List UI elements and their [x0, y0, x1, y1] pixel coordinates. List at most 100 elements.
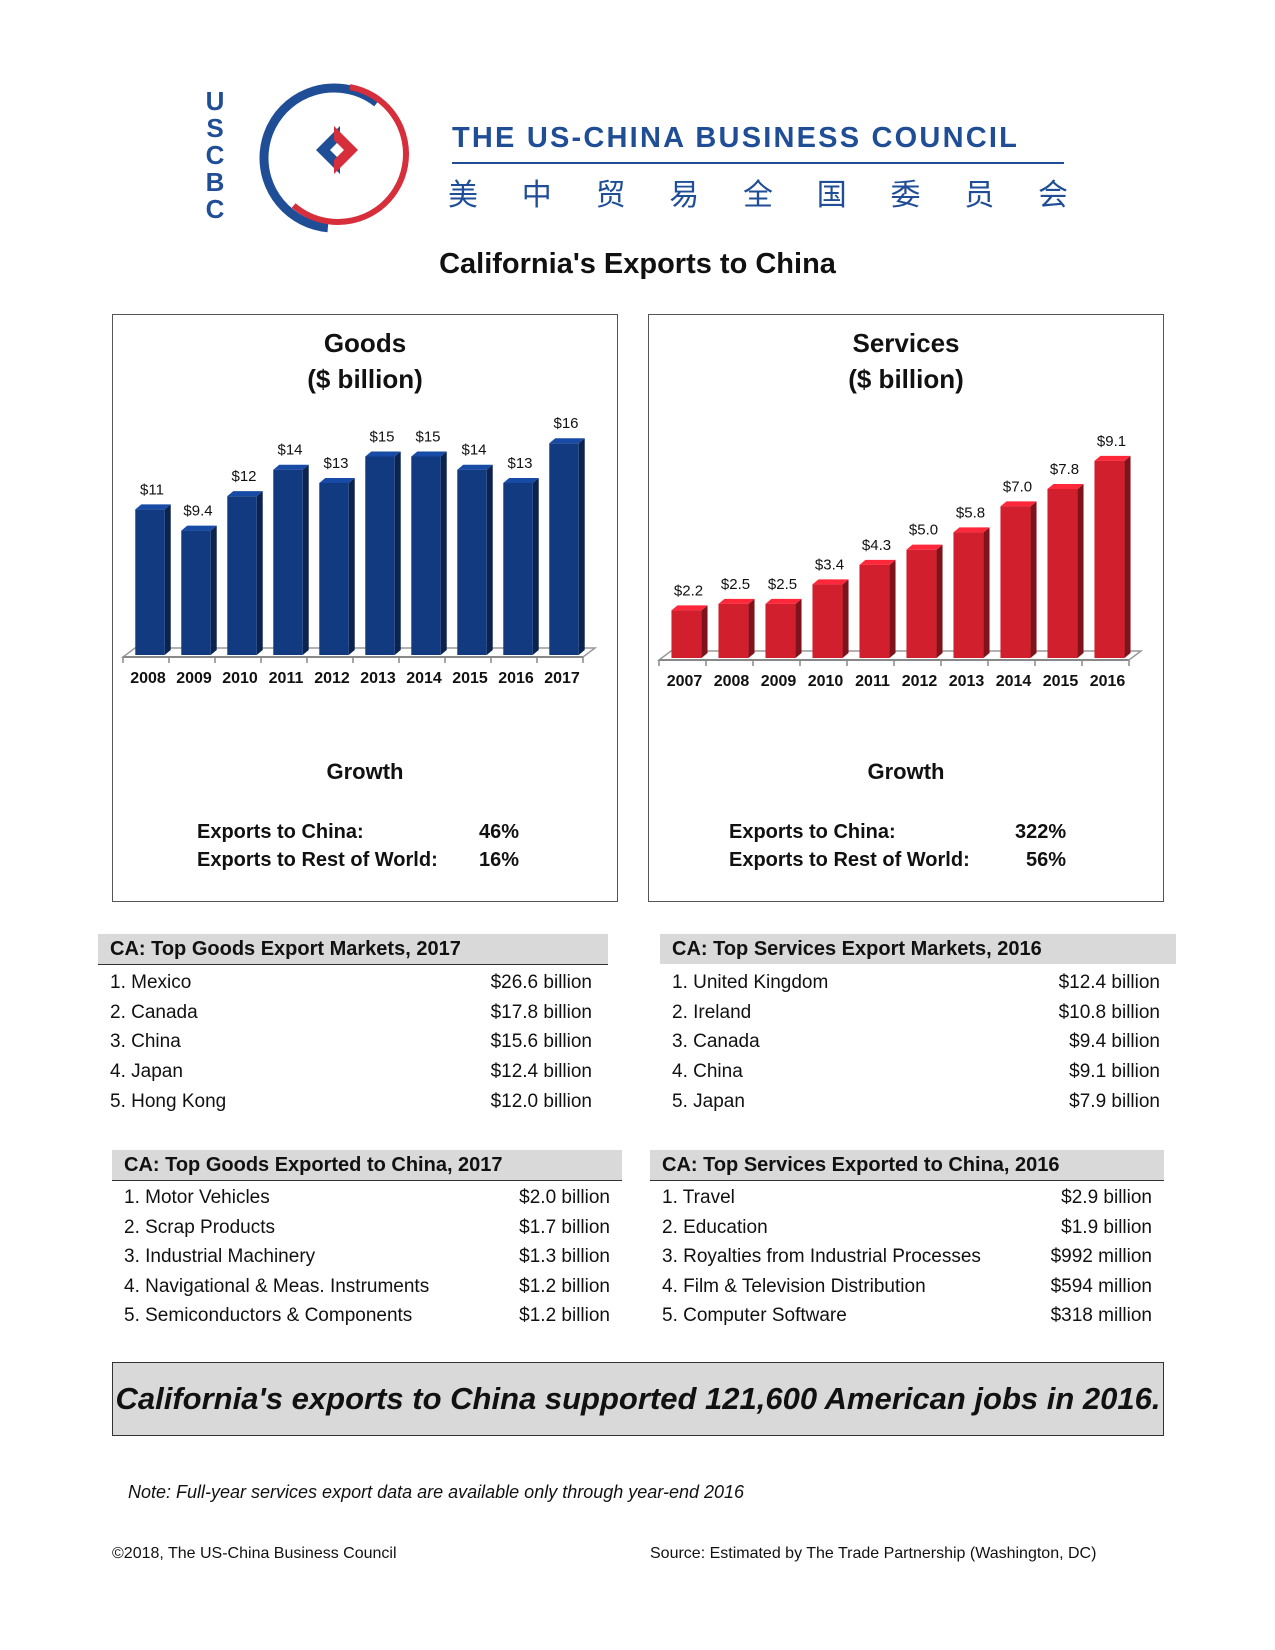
services-growth-heading: Growth [867, 759, 945, 784]
chart-bar [365, 451, 401, 655]
x-tick-label: 2016 [498, 670, 534, 687]
data-label: $2.5 [768, 576, 797, 593]
data-label: $7.8 [1050, 461, 1079, 478]
chart-bar [273, 464, 309, 655]
row-name: 4. Film & Television Distribution [662, 1276, 926, 1297]
table-heading: CA: Top Goods Exported to China, 2017 [112, 1150, 622, 1181]
row-value: $2.0 billion [519, 1187, 610, 1208]
data-label: $7.0 [1003, 478, 1032, 495]
services-growth-world: Exports to Rest of World: 56% [729, 849, 1066, 872]
uscbc-logo-emblem [259, 83, 409, 233]
row-value: $1.2 billion [519, 1276, 610, 1297]
jobs-banner: California's exports to China supported … [112, 1362, 1164, 1436]
row-value: $17.8 billion [490, 1002, 592, 1023]
row-name: 3. Royalties from Industrial Processes [662, 1246, 981, 1267]
row-name: 3. China [110, 1031, 181, 1052]
goods-subtitle: ($ billion) [307, 364, 423, 394]
row-name: 2. Canada [110, 1002, 198, 1023]
row-name: 3. Canada [672, 1031, 760, 1052]
chart-bar [319, 477, 355, 655]
data-label: $9.4 [183, 503, 212, 520]
copyright: ©2018, The US-China Business Council [112, 1545, 397, 1562]
services-title: Services [852, 328, 960, 358]
row-value: $1.3 billion [519, 1246, 610, 1267]
services-subtitle: ($ billion) [848, 364, 964, 394]
x-tick-label: 2008 [130, 670, 166, 687]
services-markets-table: CA: Top Services Export Markets, 2016 1.… [660, 934, 1176, 1114]
chart-bar [503, 477, 539, 655]
x-tick-label: 2014 [406, 670, 442, 687]
services-bar-chart: $2.2 2007 $2.5 2008 $2.5 2009 $3.4 2010 $4.3 2011… [656, 433, 1144, 690]
data-label: $15 [369, 428, 394, 445]
row-value: $1.2 billion [519, 1305, 610, 1326]
goods-markets-table: CA: Top Goods Export Markets, 2017 1. Me… [98, 934, 608, 1114]
data-label: $16 [553, 415, 578, 432]
row-name: 5. Semiconductors & Components [124, 1305, 413, 1326]
x-tick-label: 2009 [761, 673, 797, 690]
x-tick-label: 2008 [714, 673, 750, 690]
cn-char: 全 [743, 178, 773, 213]
row-name: 4. China [672, 1061, 743, 1082]
data-label: $5.0 [909, 522, 938, 539]
logo-letter: U [205, 86, 225, 116]
org-name-chinese: 美 中 贸 易 全 国 委 员 会 [448, 170, 1068, 214]
goods-growth-china: Exports to China: 46% [197, 821, 519, 844]
services-panel: Services ($ billion) $2.2 2007 $2.5 2008 $2.… [648, 314, 1164, 902]
goods-growth-heading: Growth [326, 759, 404, 784]
row-name: 1. Travel [662, 1187, 735, 1208]
growth-value: 16% [479, 849, 520, 871]
growth-value: 56% [1026, 849, 1067, 871]
data-label: $14 [277, 442, 302, 459]
chart-bar [765, 598, 802, 658]
table-heading: CA: Top Goods Export Markets, 2017 [98, 934, 608, 965]
data-label: $13 [507, 455, 532, 472]
row-name: 2. Scrap Products [124, 1217, 276, 1238]
x-tick-label: 2010 [808, 673, 844, 690]
row-value: $318 million [1050, 1305, 1152, 1326]
goods-exported-table: CA: Top Goods Exported to China, 2017 1.… [112, 1150, 622, 1330]
x-tick-label: 2016 [1090, 673, 1126, 690]
row-name: 3. Industrial Machinery [124, 1246, 316, 1267]
data-label: $12 [231, 468, 256, 485]
row-name: 5. Computer Software [662, 1305, 847, 1326]
chart-bar [1047, 484, 1084, 658]
row-name: 1. Motor Vehicles [124, 1187, 270, 1208]
x-tick-label: 2015 [452, 670, 488, 687]
chart-bar [135, 504, 171, 655]
chart-bar [859, 559, 896, 658]
data-label: $2.5 [721, 576, 750, 593]
growth-value: 322% [1015, 821, 1067, 843]
x-tick-label: 2009 [176, 670, 212, 687]
row-value: $1.7 billion [519, 1217, 610, 1238]
row-name: 1. Mexico [110, 972, 192, 993]
data-label: $14 [461, 442, 486, 459]
row-name: 5. Hong Kong [110, 1091, 227, 1112]
cn-char: 会 [1038, 178, 1068, 213]
x-tick-label: 2012 [902, 673, 938, 690]
cn-char: 委 [890, 178, 921, 213]
data-label: $11 [140, 481, 164, 498]
services-growth-china: Exports to China: 322% [729, 821, 1066, 844]
data-label: $2.2 [674, 582, 703, 599]
row-name: 1. United Kingdom [672, 972, 829, 993]
chart-bar [718, 598, 755, 658]
row-value: $15.6 billion [490, 1031, 592, 1052]
x-tick-label: 2014 [996, 673, 1032, 690]
org-name-divider [452, 162, 1064, 164]
cn-char: 贸 [595, 178, 626, 213]
growth-label: Exports to China: [729, 821, 896, 843]
x-tick-label: 2015 [1043, 673, 1079, 690]
growth-label: Exports to Rest of World: [197, 849, 438, 871]
chart-bar [411, 451, 447, 655]
goods-growth-world: Exports to Rest of World: 16% [197, 849, 519, 872]
goods-title: Goods [323, 328, 407, 358]
x-tick-label: 2011 [269, 670, 304, 687]
chart-bar [812, 579, 849, 658]
data-label: $15 [415, 428, 440, 445]
goods-bar-chart: $11 2008 $9.4 2009 $12 2010 $14 2011 $13 2012 $15 2… [120, 415, 598, 687]
row-value: $9.1 billion [1069, 1061, 1160, 1082]
growth-label: Exports to China: [197, 821, 364, 843]
growth-value: 46% [479, 821, 520, 843]
org-name: THE US-CHINA BUSINESS COUNCIL [452, 122, 1020, 154]
row-value: $2.9 billion [1061, 1187, 1152, 1208]
